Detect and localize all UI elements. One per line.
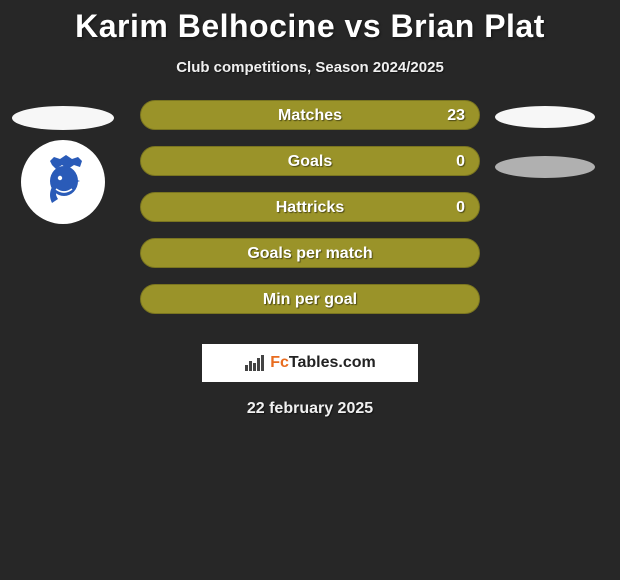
brand-badge: FcTables.com (202, 344, 418, 382)
stat-value-right: 0 (456, 193, 465, 223)
left-player-column (8, 106, 118, 224)
comparison-subtitle: Club competitions, Season 2024/2025 (0, 59, 620, 76)
left-player-marker (12, 106, 114, 130)
stat-bars: Matches 23 Goals 0 Hattricks 0 Goals per match… (140, 100, 480, 330)
stat-label: Goals per match (247, 245, 372, 262)
brand-suffix: Tables.com (289, 354, 376, 371)
snapshot-date: 22 february 2025 (0, 400, 620, 418)
stat-label: Goals (288, 153, 332, 170)
stat-value-right: 23 (447, 101, 465, 131)
right-player-marker-2 (495, 156, 595, 178)
right-player-column (490, 106, 600, 178)
stat-label: Hattricks (276, 199, 344, 216)
stat-value-right: 0 (456, 147, 465, 177)
comparison-body: Matches23Goals0Hattricks0Goals per match… (0, 106, 620, 326)
right-player-marker-1 (495, 106, 595, 128)
stat-bar: Goals per match (140, 238, 480, 268)
stat-bar: Goals 0 (140, 146, 480, 176)
native-head-icon (30, 149, 96, 215)
brand-text: FcTables.com (270, 354, 376, 372)
stat-bar: Hattricks 0 (140, 192, 480, 222)
stat-bar: Matches 23 (140, 100, 480, 130)
left-team-logo (21, 140, 105, 224)
stat-label: Min per goal (263, 291, 357, 308)
stat-label: Matches (278, 107, 342, 124)
bar-chart-icon (244, 353, 266, 373)
stat-bar: Min per goal (140, 284, 480, 314)
comparison-title: Karim Belhocine vs Brian Plat (0, 0, 620, 45)
